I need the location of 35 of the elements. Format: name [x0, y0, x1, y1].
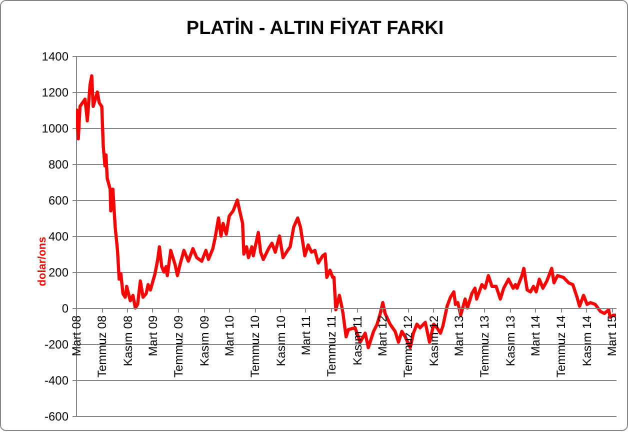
y-tick-label: 1400	[42, 50, 69, 64]
x-tick-label: Kasım 14	[580, 315, 594, 366]
y-tick-label: -200	[44, 338, 69, 352]
x-tick-label: Mart 11	[298, 315, 313, 356]
x-tick-label: Mart 09	[146, 315, 160, 356]
x-tick-label: Kasım 10	[274, 315, 288, 366]
y-tick-label: 400	[48, 230, 69, 244]
x-tick-label: Temmuz 08	[95, 315, 110, 378]
chart-title: PLATİN - ALTIN FİYAT FARKI	[186, 17, 444, 39]
x-tick-label: Mart 10	[222, 315, 236, 356]
y-tick-label: -400	[44, 374, 69, 388]
y-tick-label: -600	[44, 410, 69, 424]
x-tick-label: Temmuz 14	[554, 315, 568, 378]
y-tick-label: 600	[48, 194, 69, 208]
x-tick-label: Temmuz 10	[248, 315, 262, 378]
x-tick-label: Kasım 13	[503, 315, 518, 366]
x-tick-label: Temmuz 09	[172, 315, 186, 378]
x-tick-label: Temmuz 11	[324, 315, 339, 377]
y-tick-label: 1200	[42, 86, 69, 100]
y-axis-title: dolar/ons	[36, 236, 48, 286]
x-tick-label: Kasım 09	[197, 315, 212, 366]
x-tick-label: Mart 15	[605, 315, 620, 356]
y-tick-label: 800	[48, 158, 69, 172]
x-tick-label: Mart 14	[528, 315, 543, 356]
x-tick-label: Mart 12	[376, 315, 390, 356]
y-tick-label: 0	[62, 302, 69, 316]
x-tick-label: Kasım 08	[120, 315, 135, 366]
x-tick-label: Mart 13	[452, 315, 466, 356]
x-tick-label: Temmuz 13	[478, 315, 492, 378]
x-tick-label: Temmuz 12	[401, 315, 416, 378]
y-tick-label: 200	[48, 266, 69, 280]
x-tick-label: Kasım 11	[350, 315, 364, 366]
x-tick-label: Mart 08	[70, 315, 84, 356]
x-tick-label: Kasım 12	[426, 315, 441, 366]
y-tick-label: 1000	[42, 122, 69, 136]
